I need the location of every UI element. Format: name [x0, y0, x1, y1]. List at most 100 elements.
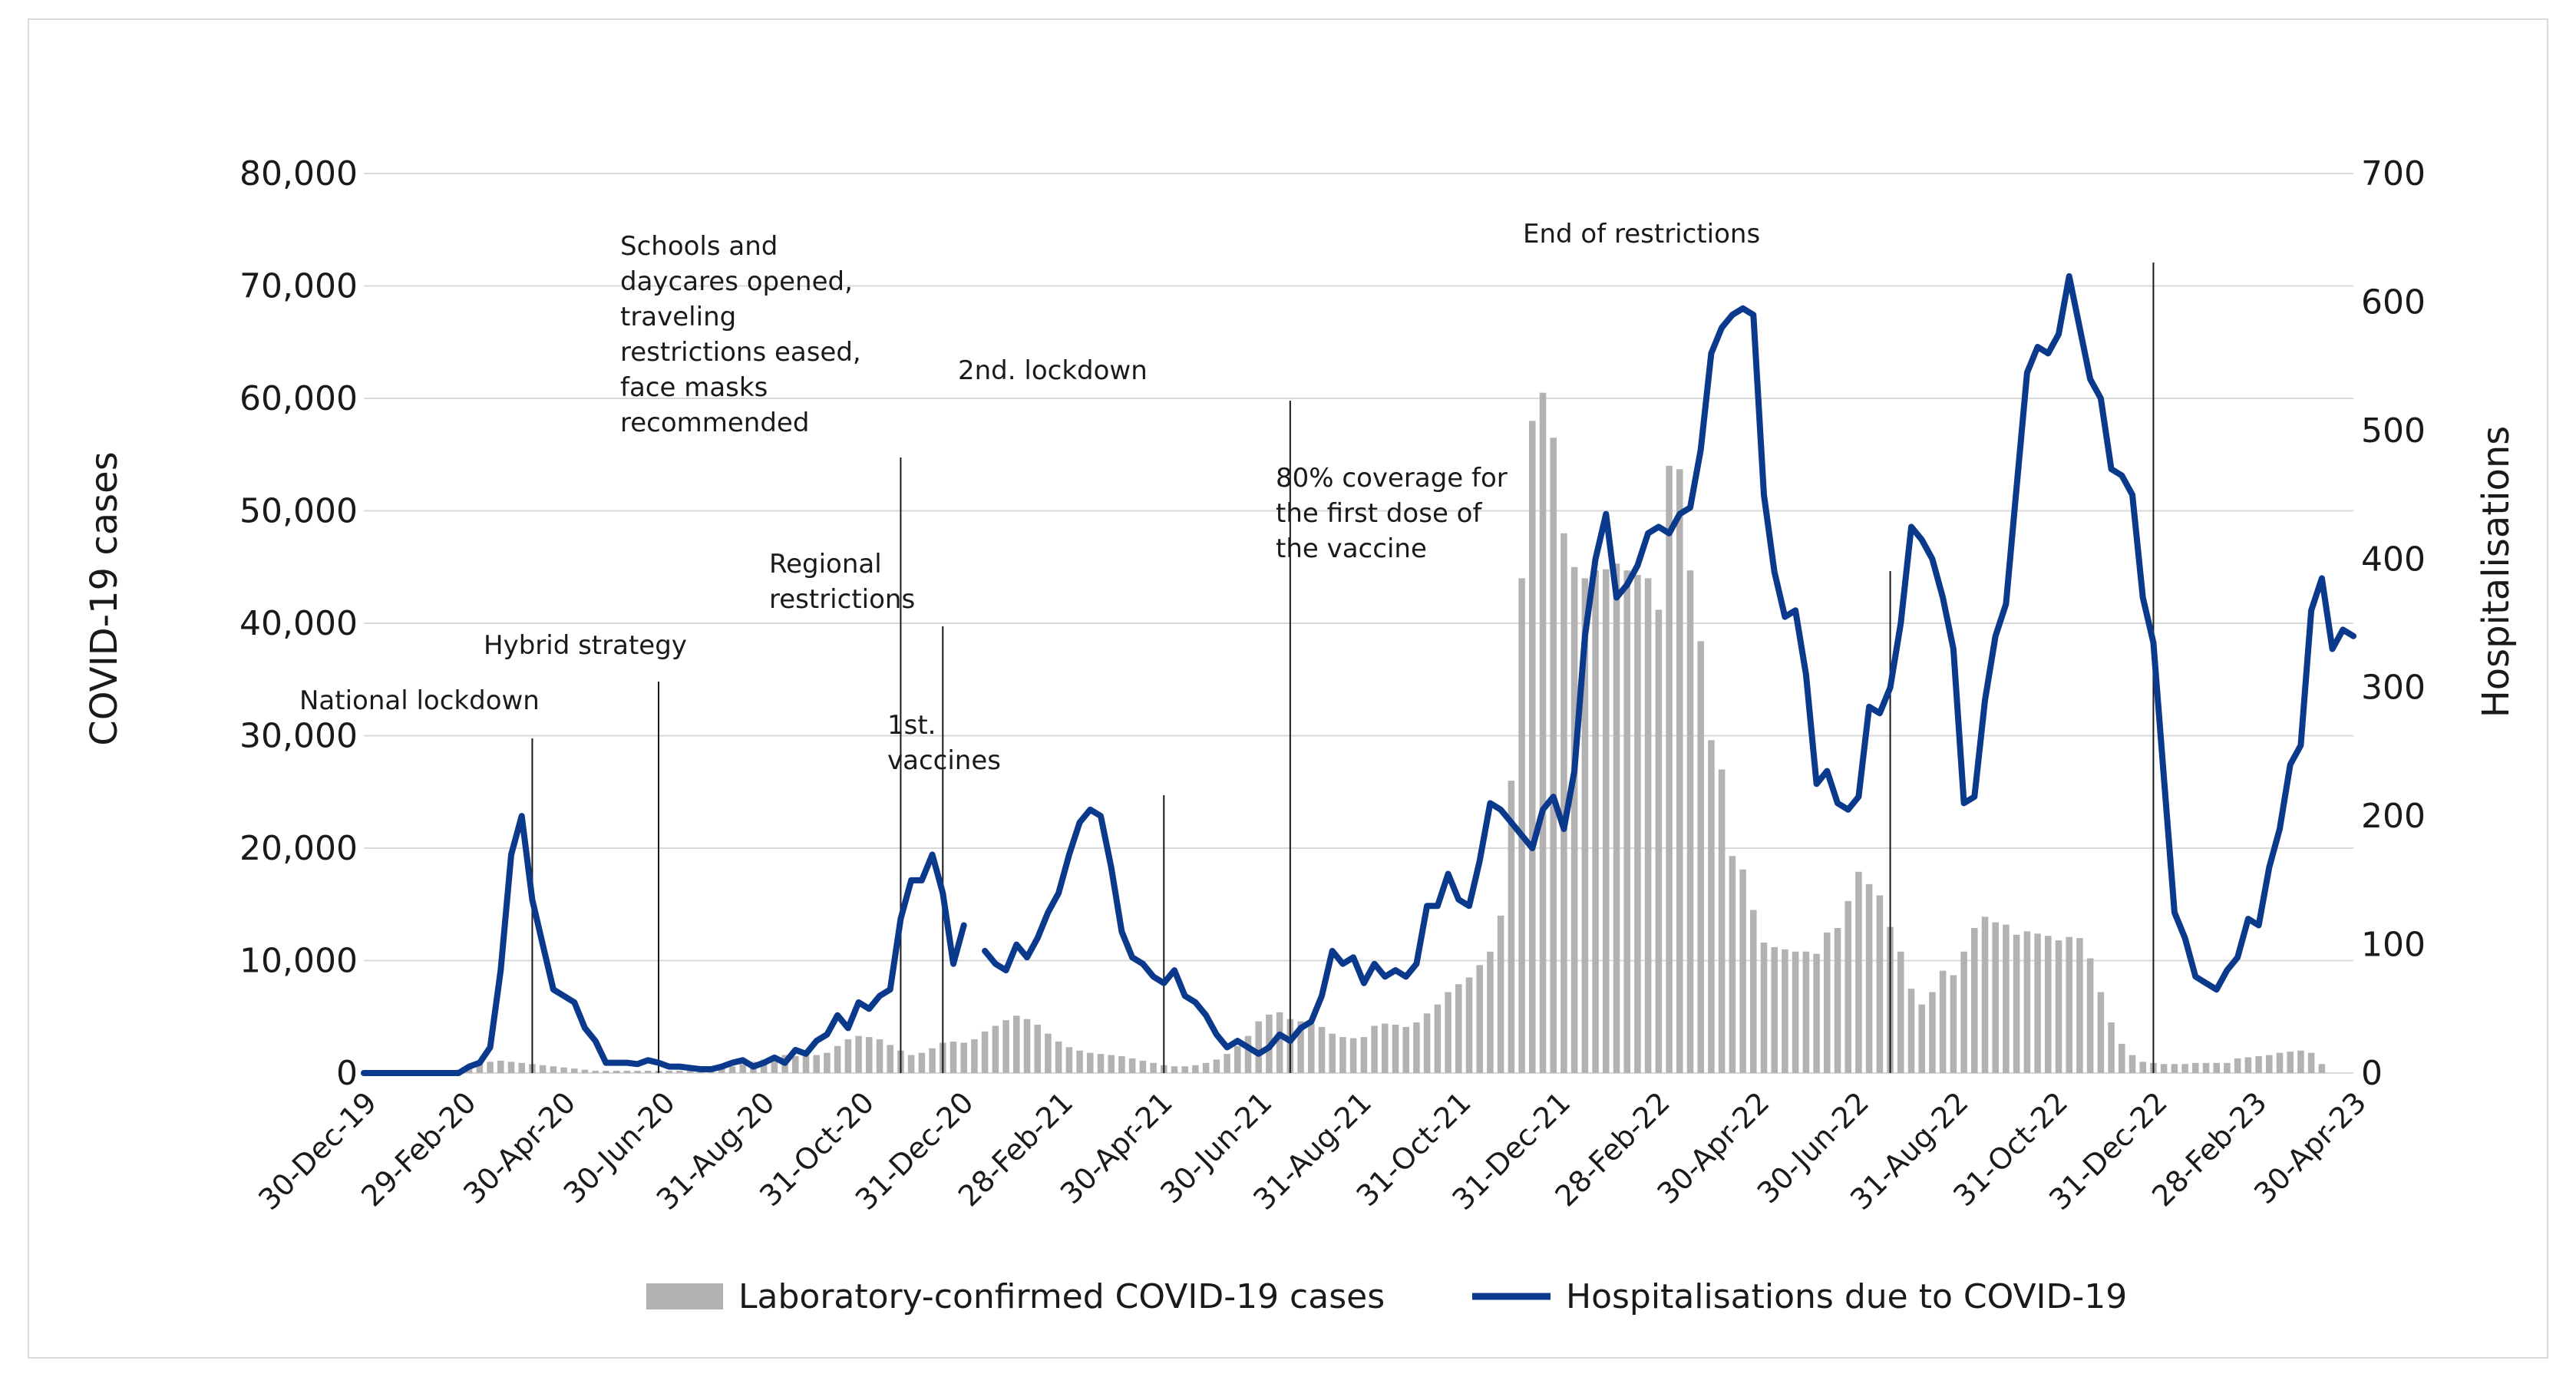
- case-bar: [1171, 1066, 1178, 1073]
- right-tick-label: 400: [2361, 540, 2426, 579]
- right-tick-label: 0: [2361, 1054, 2383, 1093]
- case-bar: [844, 1039, 852, 1073]
- case-bar: [739, 1064, 746, 1073]
- case-bar: [1213, 1059, 1220, 1073]
- case-bar: [866, 1037, 873, 1073]
- case-bar: [1065, 1047, 1073, 1073]
- case-bar: [1371, 1025, 1378, 1073]
- case-bar: [2003, 924, 2010, 1073]
- case-bar: [1013, 1015, 1020, 1073]
- case-bar: [971, 1039, 978, 1073]
- case-bar: [645, 1071, 652, 1073]
- case-bar: [1844, 900, 1851, 1073]
- case-bar: [1308, 1023, 1315, 1073]
- right-tick-label: 200: [2361, 797, 2426, 836]
- case-bar: [1655, 609, 1663, 1073]
- case-bar: [1055, 1041, 1062, 1073]
- gridlines: [364, 173, 2353, 1074]
- case-bar: [792, 1056, 799, 1073]
- annotation-label-line: Hybrid strategy: [484, 630, 687, 661]
- case-bar: [476, 1064, 484, 1073]
- left-axis-ticks: 0 10,000 20,000 30,000 40,000 50,000 60,000 70,…: [239, 154, 358, 1093]
- annotation-label: 1st. vaccines: [887, 710, 1001, 776]
- case-bar: [802, 1055, 810, 1073]
- case-bar: [2171, 1064, 2178, 1073]
- case-bar: [1108, 1055, 1115, 1073]
- case-bar: [623, 1071, 631, 1073]
- case-bar: [1455, 984, 1462, 1073]
- case-bar: [1939, 970, 1947, 1073]
- case-bar: [2086, 958, 2094, 1073]
- case-bar: [2034, 933, 2041, 1073]
- case-bar: [581, 1069, 589, 1073]
- case-bar: [2213, 1062, 2220, 1073]
- annotation-label-line: Schools and: [620, 231, 778, 262]
- annotation-label-line: daycares opened,: [620, 266, 853, 297]
- case-bar: [728, 1066, 736, 1073]
- case-bar: [603, 1071, 609, 1073]
- case-bar: [1329, 1033, 1336, 1073]
- case-bar: [1487, 951, 1494, 1073]
- case-bar: [465, 1067, 473, 1073]
- case-bar: [1813, 953, 1820, 1073]
- case-bar: [560, 1067, 567, 1073]
- left-tick-label: 70,000: [239, 267, 358, 306]
- case-bar: [2318, 1064, 2326, 1073]
- case-bar: [2276, 1052, 2284, 1073]
- case-bar: [1234, 1045, 1241, 1073]
- case-bar: [1750, 910, 1757, 1073]
- case-bar: [1623, 570, 1630, 1073]
- case-bar: [2119, 1043, 2125, 1073]
- case-bar: [1960, 951, 1967, 1073]
- annotation-label-line: Regional: [769, 549, 882, 580]
- case-bar: [634, 1071, 641, 1073]
- case-bar: [1782, 949, 1788, 1073]
- case-bar: [949, 1041, 957, 1073]
- left-tick-label: 10,000: [239, 942, 358, 981]
- case-bar: [1929, 992, 1936, 1073]
- case-bars: [444, 392, 2326, 1073]
- case-bar: [1834, 928, 1841, 1073]
- case-bar: [1476, 965, 1483, 1073]
- annotation-label: Hybrid strategy: [484, 630, 687, 661]
- case-bar: [1634, 575, 1641, 1073]
- annotation-label: End of restrictions: [1523, 219, 1760, 249]
- case-bar: [918, 1052, 926, 1073]
- case-bar: [1666, 465, 1673, 1073]
- case-bar: [1255, 1021, 1262, 1073]
- case-bar: [1771, 946, 1778, 1073]
- case-bar: [507, 1062, 515, 1073]
- left-tick-label: 20,000: [239, 829, 358, 868]
- case-bar: [2266, 1055, 2273, 1073]
- case-bar: [2224, 1062, 2231, 1073]
- case-bar: [1413, 1022, 1420, 1073]
- case-bar: [981, 1031, 989, 1073]
- case-bar: [760, 1059, 768, 1073]
- case-bar: [1550, 438, 1557, 1073]
- hospitalisation-line: [982, 272, 2356, 1057]
- right-tick-label: 300: [2361, 669, 2426, 708]
- right-axis-ticks: 0 100 200 300 400 500 600 700: [2361, 154, 2426, 1093]
- case-bar: [1971, 928, 1978, 1073]
- case-bar: [1570, 566, 1578, 1073]
- annotation-label-line: recommended: [620, 408, 809, 438]
- case-bar: [1792, 951, 1799, 1073]
- case-bar: [665, 1071, 672, 1073]
- case-bar: [1097, 1054, 1105, 1073]
- case-bar: [2297, 1050, 2304, 1073]
- case-bar: [2055, 940, 2062, 1073]
- case-bar: [1402, 1026, 1409, 1073]
- legend-line-label: Hospitalisations due to COVID-19: [1566, 1277, 2127, 1316]
- case-bar: [497, 1060, 504, 1073]
- case-bar: [2066, 936, 2072, 1073]
- right-tick-label: 500: [2361, 411, 2426, 451]
- case-bar: [1697, 641, 1704, 1073]
- case-bar: [1445, 992, 1451, 1073]
- case-bar: [1539, 392, 1547, 1073]
- case-bar: [1045, 1033, 1052, 1073]
- case-bar: [1202, 1062, 1210, 1073]
- case-bar: [1981, 916, 1989, 1073]
- left-tick-label: 50,000: [239, 492, 358, 531]
- annotation-label: 2nd. lockdown: [958, 355, 1148, 386]
- legend: Laboratory-confirmed COVID-19 cases Hosp…: [646, 1277, 2127, 1316]
